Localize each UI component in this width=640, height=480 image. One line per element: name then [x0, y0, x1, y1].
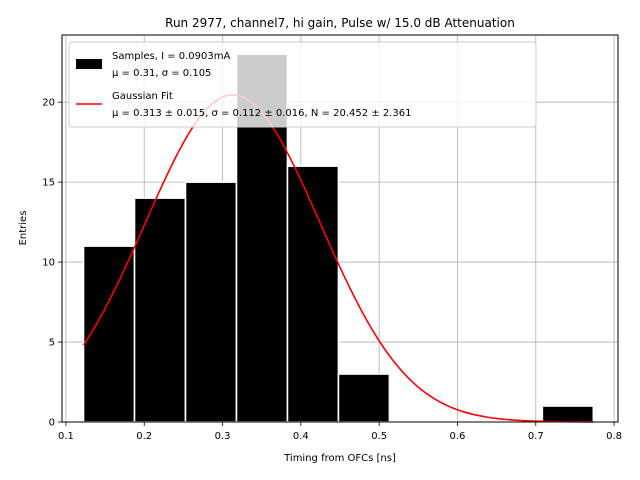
histogram-bar — [286, 165, 340, 423]
x-tick-label: 0.8 — [606, 431, 622, 442]
y-tick-label: 15 — [42, 178, 55, 189]
x-tick-label: 0.1 — [58, 431, 74, 442]
x-tick-label: 0.2 — [136, 431, 152, 442]
legend-samples-stats: μ = 0.31, σ = 0.105 — [112, 68, 211, 79]
histogram-bar — [184, 181, 238, 423]
x-tick-label: 0.7 — [528, 431, 544, 442]
y-tick-label: 5 — [49, 338, 55, 349]
y-tick-label: 0 — [49, 418, 55, 429]
x-tick-label: 0.5 — [371, 431, 387, 442]
legend: Samples, I = 0.0903mA μ = 0.31, σ = 0.10… — [68, 41, 537, 128]
gaussian-fit-line — [82, 94, 594, 423]
legend-fit-params: μ = 0.313 ± 0.015, σ = 0.112 ± 0.016, N … — [112, 108, 411, 119]
y-tick-label: 20 — [42, 98, 55, 109]
chart-title: Run 2977, channel7, hi gain, Pulse w/ 15… — [165, 16, 515, 30]
legend-samples-label: Samples, I = 0.0903mA — [112, 51, 230, 62]
y-axis: 0 5 10 15 20 — [42, 98, 62, 429]
x-tick-label: 0.6 — [450, 431, 466, 442]
y-tick-label: 10 — [42, 258, 55, 269]
plot-frame — [61, 34, 619, 423]
x-tick-label: 0.3 — [215, 431, 231, 442]
x-axis-label: Timing from OFCs [ns] — [283, 453, 396, 464]
x-tick-label: 0.4 — [293, 431, 309, 442]
histogram-bar — [541, 405, 595, 423]
histogram-bar — [337, 373, 391, 423]
y-axis-label: Entries — [18, 211, 29, 246]
legend-fit-label: Gaussian Fit — [112, 91, 173, 102]
fit-layer — [82, 94, 594, 423]
x-axis: 0.1 0.2 0.3 0.4 0.5 0.6 0.7 0.8 — [58, 422, 622, 442]
legend-box — [68, 41, 537, 128]
legend-samples-swatch — [76, 59, 102, 69]
